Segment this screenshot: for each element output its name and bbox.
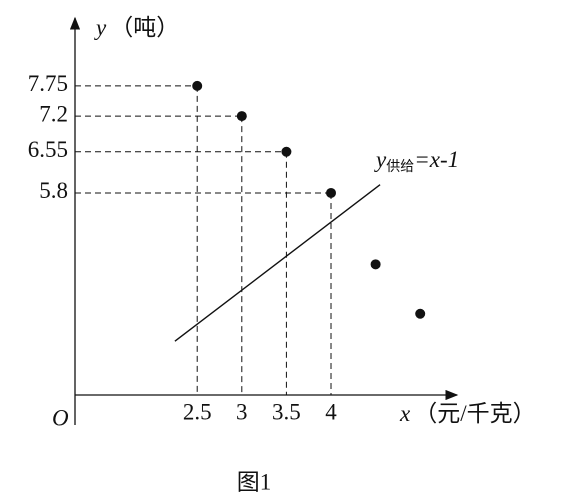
y-tick-label: 7.75 (28, 71, 68, 96)
point (326, 187, 337, 198)
point (370, 259, 381, 270)
x-tick-label: 3.5 (272, 399, 301, 424)
y-var: y (94, 15, 107, 40)
origin-label: O (52, 405, 69, 430)
x-unit: （元/千克） (414, 401, 535, 426)
line-label-sub: 供给 (386, 159, 414, 175)
point (415, 308, 426, 319)
line-label-rest: =x-1 (414, 147, 459, 172)
y-tick-label: 6.55 (28, 137, 68, 162)
caption: 图1 (237, 469, 272, 494)
y-tick-label: 7.2 (39, 101, 68, 126)
x-tick-label: 4 (325, 399, 337, 424)
y-axis-label: y （吨） (94, 15, 179, 40)
line-label: y供给=x-1 (374, 147, 459, 175)
point (236, 111, 247, 122)
x-tick-label: 2.5 (183, 399, 212, 424)
y-unit: （吨） (110, 15, 179, 40)
y-tick-label: 5.8 (39, 178, 68, 203)
x-var: x (399, 401, 411, 426)
point (281, 146, 292, 157)
supply-line (174, 184, 381, 342)
point (192, 80, 203, 91)
x-tick-label: 3 (236, 399, 248, 424)
line-label-base: y (374, 147, 387, 172)
x-axis-label: x （元/千克） (399, 401, 536, 426)
